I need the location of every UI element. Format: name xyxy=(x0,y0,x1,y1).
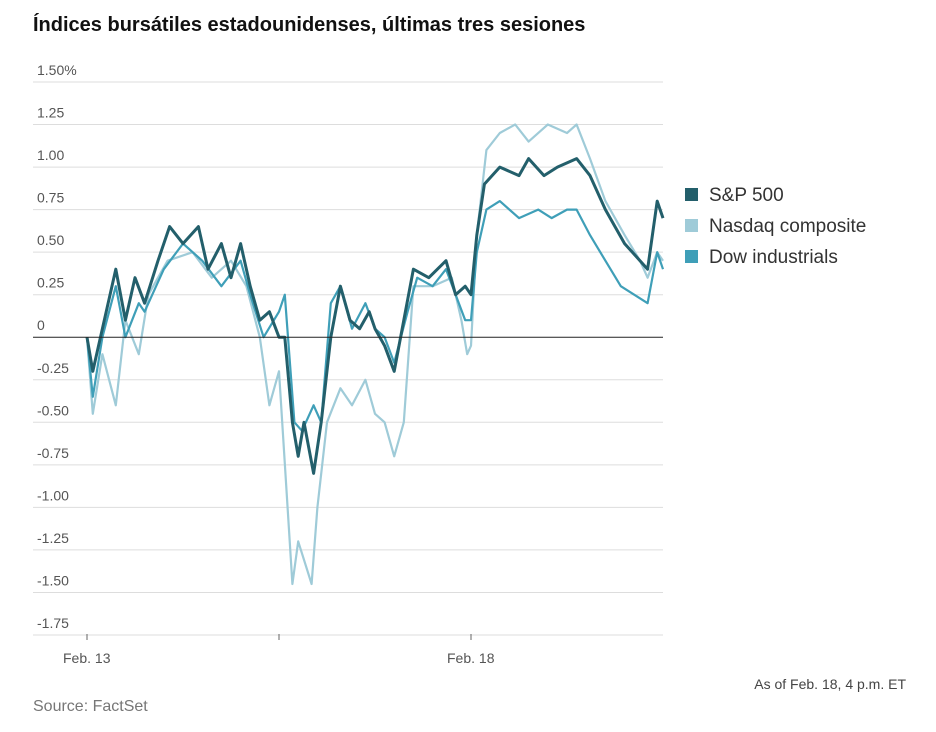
chart-title: Índices bursátiles estadounidenses, últi… xyxy=(33,14,586,36)
legend-swatch xyxy=(685,250,698,263)
series-line-dow-industrials xyxy=(85,200,665,432)
y-tick-label: 0 xyxy=(37,317,45,333)
y-tick-label: -0.75 xyxy=(37,445,69,461)
y-tick-label: 0.25 xyxy=(37,275,64,291)
y-tick-label: 0.75 xyxy=(37,190,64,206)
legend-label: S&P 500 xyxy=(709,185,784,206)
x-tick-label: Feb. 18 xyxy=(447,650,495,666)
y-tick-label: 1.50% xyxy=(37,62,77,78)
series-line-nasdaq-composite xyxy=(85,123,664,586)
source-note: Source: FactSet xyxy=(33,698,148,715)
y-tick-label: -1.25 xyxy=(37,530,69,546)
legend-label: Nasdaq composite xyxy=(709,216,866,237)
y-tick-label: -1.75 xyxy=(37,615,69,631)
series-line-s-p-500 xyxy=(85,157,665,475)
timestamp-note: As of Feb. 18, 4 p.m. ET xyxy=(754,676,906,692)
y-tick-label: 0.50 xyxy=(37,232,64,248)
y-tick-label: 1.00 xyxy=(37,147,64,163)
y-tick-label: -0.50 xyxy=(37,402,69,418)
y-tick-label: -0.25 xyxy=(37,360,69,376)
x-tick-label: Feb. 13 xyxy=(63,650,111,666)
legend-swatch xyxy=(685,219,698,232)
y-tick-label: -1.00 xyxy=(37,487,69,503)
y-tick-label: 1.25 xyxy=(37,105,64,121)
legend-label: Dow industrials xyxy=(709,247,838,268)
legend-swatch xyxy=(685,188,698,201)
y-tick-label: -1.50 xyxy=(37,572,69,588)
